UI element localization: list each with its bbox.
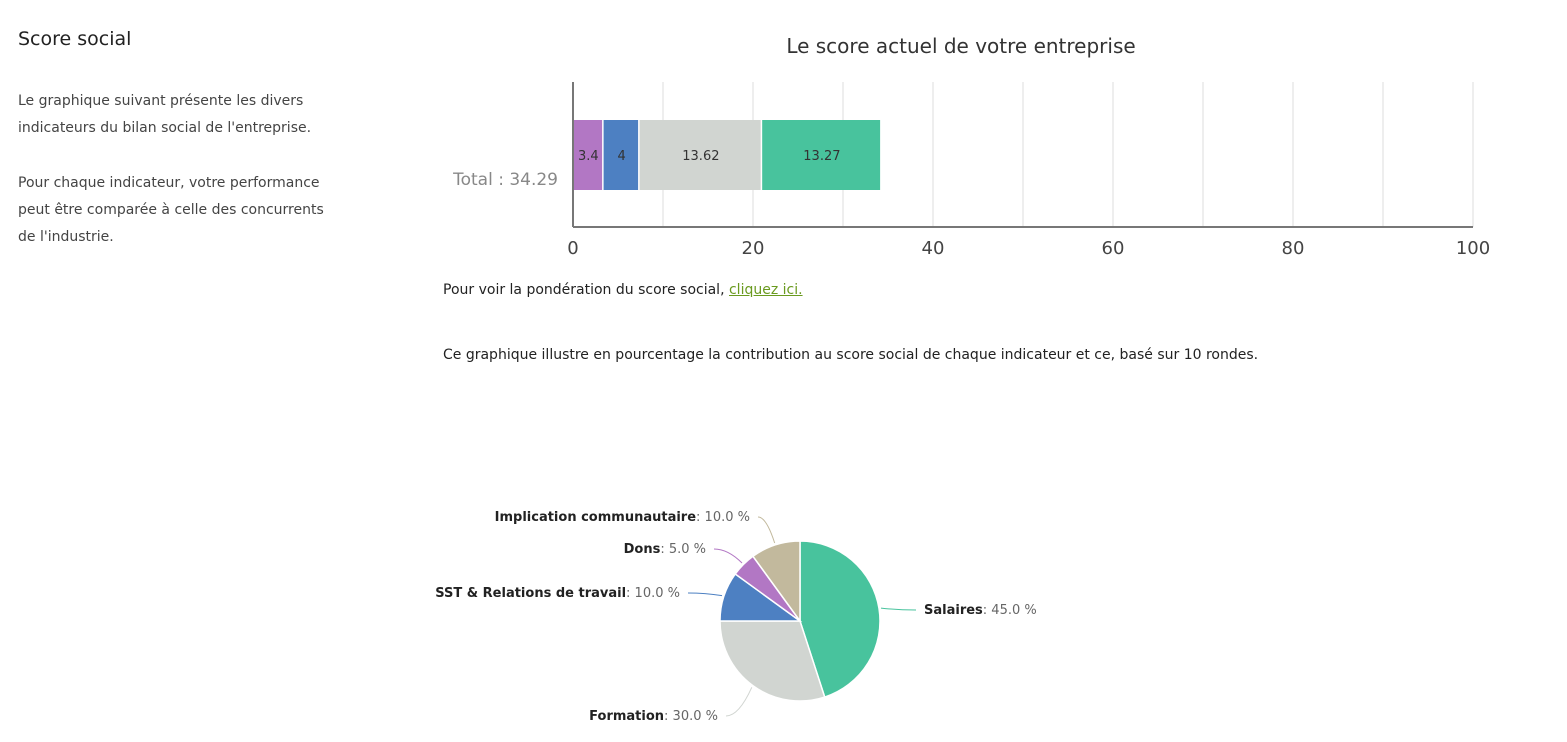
pie-label-value: : 30.0 %	[664, 709, 718, 724]
weighting-text: Pour voir la pondération du score social…	[443, 282, 729, 298]
x-tick-label: 60	[1102, 238, 1125, 259]
pie-label-value: : 10.0 %	[626, 586, 680, 601]
pie-connector	[725, 687, 753, 717]
pie-label-value: : 45.0 %	[983, 603, 1037, 618]
description-2: Pour chaque indicateur, votre performanc…	[18, 175, 324, 245]
pie-intro: Ce graphique illustre en pourcentage la …	[443, 347, 1259, 363]
category-label: Total : 34.29	[452, 170, 558, 190]
pie-slice	[751, 540, 801, 624]
pie-label: Implication communautaire: 10.0 %	[495, 510, 750, 525]
bar-data-label: 13.27	[803, 149, 840, 164]
bar-segment	[573, 120, 603, 190]
pie-label-name: Formation	[589, 709, 664, 724]
pie-label-name: Implication communautaire	[495, 510, 697, 525]
bar-segment	[639, 120, 761, 190]
pie-label-name: SST & Relations de travail	[435, 586, 626, 601]
x-tick-label: 40	[922, 238, 945, 259]
pie-label: Dons: 5.0 %	[624, 542, 706, 557]
pie-label-value: : 5.0 %	[660, 542, 706, 557]
pie-chart: Salaires: 45.0 % Formation: 30.0 % SST & R…	[435, 510, 1037, 724]
bar-segment	[762, 120, 881, 190]
bar-segment	[603, 120, 639, 190]
chart-title: Le score actuel de votre entreprise	[786, 34, 1135, 58]
x-tick-label: 20	[742, 238, 765, 259]
bar-chart: Le score actuel de votre entreprise 3.4 4…	[452, 34, 1490, 259]
pie-label-name: Dons	[624, 542, 661, 557]
pie-slice	[719, 620, 826, 702]
x-tick-label: 0	[567, 238, 578, 259]
section-title: Score social	[18, 28, 132, 50]
pie-label: SST & Relations de travail: 10.0 %	[435, 586, 680, 601]
weighting-link[interactable]: cliquez ici.	[728, 282, 803, 298]
bar-data-label: 13.62	[682, 149, 719, 164]
description-1: Le graphique suivant présente les divers…	[18, 93, 312, 136]
x-tick-label: 100	[1456, 238, 1490, 259]
weighting-line: Pour voir la pondération du score social…	[443, 282, 803, 298]
pie-label-value: : 10.0 %	[696, 510, 750, 525]
pie-label: Formation: 30.0 %	[589, 709, 718, 724]
x-tick-label: 80	[1282, 238, 1305, 259]
pie-slice	[799, 540, 881, 699]
pie-label-name: Salaires	[924, 603, 983, 618]
pie-connector	[713, 548, 743, 564]
pie-connector	[880, 607, 917, 611]
pie-connector	[687, 592, 723, 597]
pie-label: Salaires: 45.0 %	[924, 603, 1037, 618]
bar-data-label: 4	[617, 149, 625, 164]
pie-connector	[757, 516, 776, 544]
bar-data-label: 3.4	[578, 149, 599, 164]
